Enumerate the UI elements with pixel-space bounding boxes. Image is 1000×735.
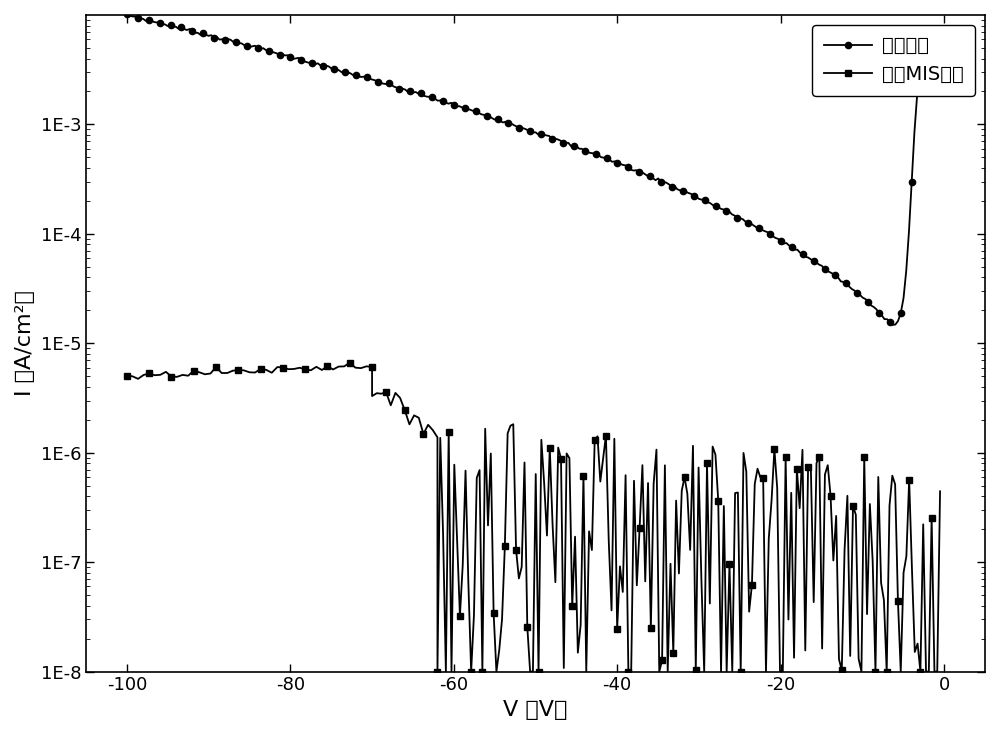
传统结构 — [808, 257, 820, 265]
Line: 传统结构: 传统结构 — [124, 11, 945, 328]
原位MIS结构 — [333, 362, 345, 371]
原位MIS结构 — [892, 596, 904, 605]
原位MIS结构 — [496, 615, 508, 624]
传统结构 — [603, 155, 615, 164]
传统结构 — [936, 89, 948, 98]
传统结构 — [121, 10, 133, 18]
传统结构 — [620, 161, 632, 170]
原位MIS结构 — [712, 496, 724, 505]
原位MIS结构 — [177, 370, 189, 379]
原位MIS结构 — [210, 362, 222, 371]
传统结构 — [859, 295, 871, 304]
传统结构 — [887, 320, 899, 329]
Y-axis label: I （A/cm²）: I （A/cm²） — [15, 290, 35, 396]
原位MIS结构 — [431, 667, 443, 676]
原位MIS结构 — [121, 371, 133, 380]
传统结构 — [124, 12, 136, 21]
原位MIS结构 — [344, 358, 356, 367]
原位MIS结构 — [934, 487, 946, 495]
X-axis label: V （V）: V （V） — [503, 700, 568, 720]
传统结构 — [606, 157, 618, 166]
Legend: 传统结构, 原位MIS结构: 传统结构, 原位MIS结构 — [812, 25, 975, 96]
Line: 原位MIS结构: 原位MIS结构 — [123, 359, 944, 675]
